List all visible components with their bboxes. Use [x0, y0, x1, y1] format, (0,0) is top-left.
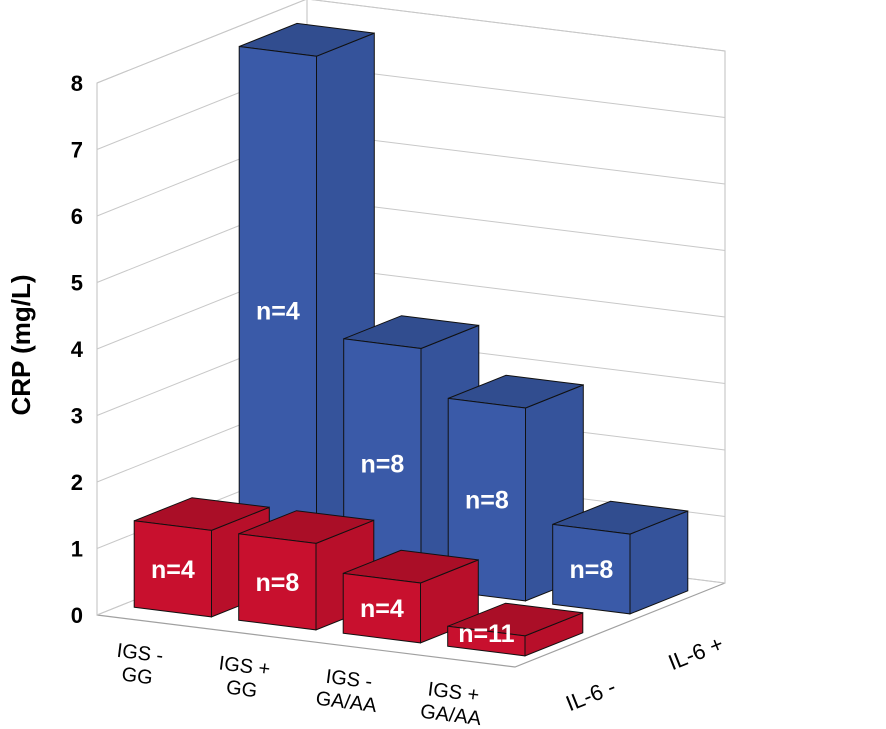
y-tick-label: 7: [71, 138, 83, 163]
bar: n=8: [552, 500, 689, 615]
data-label: n=8: [255, 569, 299, 597]
data-label: n=4: [256, 298, 300, 326]
bar-front: [552, 523, 631, 615]
category-labels: IGS -GG IGS +GG IGS -GA/AA IGS +GA/AA: [113, 640, 486, 729]
bar-front: [133, 520, 212, 618]
bar-front: [447, 625, 526, 657]
y-tick-label: 8: [71, 71, 83, 96]
y-tick-label: 2: [71, 470, 83, 495]
y-tick-label: 4: [71, 337, 84, 362]
bar: n=4: [342, 549, 479, 644]
category-label: IGS -GA/AA: [314, 665, 381, 717]
series-label: IL-6 -: [562, 674, 619, 716]
y-tick-label: 6: [71, 204, 83, 229]
y-tick-label: 0: [71, 603, 83, 628]
bar-front: [342, 572, 421, 644]
category-label: IGS -GG: [113, 640, 165, 690]
bar: n=8: [238, 510, 375, 631]
data-label: n=8: [465, 487, 509, 515]
gridline: [96, 0, 726, 84]
category-label: IGS +GG: [215, 652, 272, 703]
bar: n=11: [447, 602, 584, 657]
category-label: IGS +GA/AA: [419, 678, 486, 729]
floor-edge: [96, 582, 726, 668]
data-label: n=8: [569, 556, 613, 584]
bar-front: [447, 397, 526, 602]
y-tick-label: 3: [71, 404, 83, 429]
data-label: n=4: [360, 595, 404, 623]
data-label: n=4: [151, 556, 195, 584]
bars: n=4 n=8 n=8 n=8 n=4 n=8 n=4 n=11: [133, 22, 689, 657]
y-tick-label: 5: [71, 271, 83, 296]
data-label: n=11: [458, 620, 514, 648]
data-label: n=8: [360, 450, 404, 478]
series-labels: IL-6 - IL-6 +: [562, 631, 727, 716]
y-axis-label: CRP (mg/L): [6, 274, 36, 415]
bar-front: [238, 533, 317, 631]
y-tick-label: 1: [71, 537, 83, 562]
y-axis-ticks: 0 1 2 3 4 5 6 7 8: [71, 71, 84, 628]
series-label: IL-6 +: [665, 631, 727, 675]
